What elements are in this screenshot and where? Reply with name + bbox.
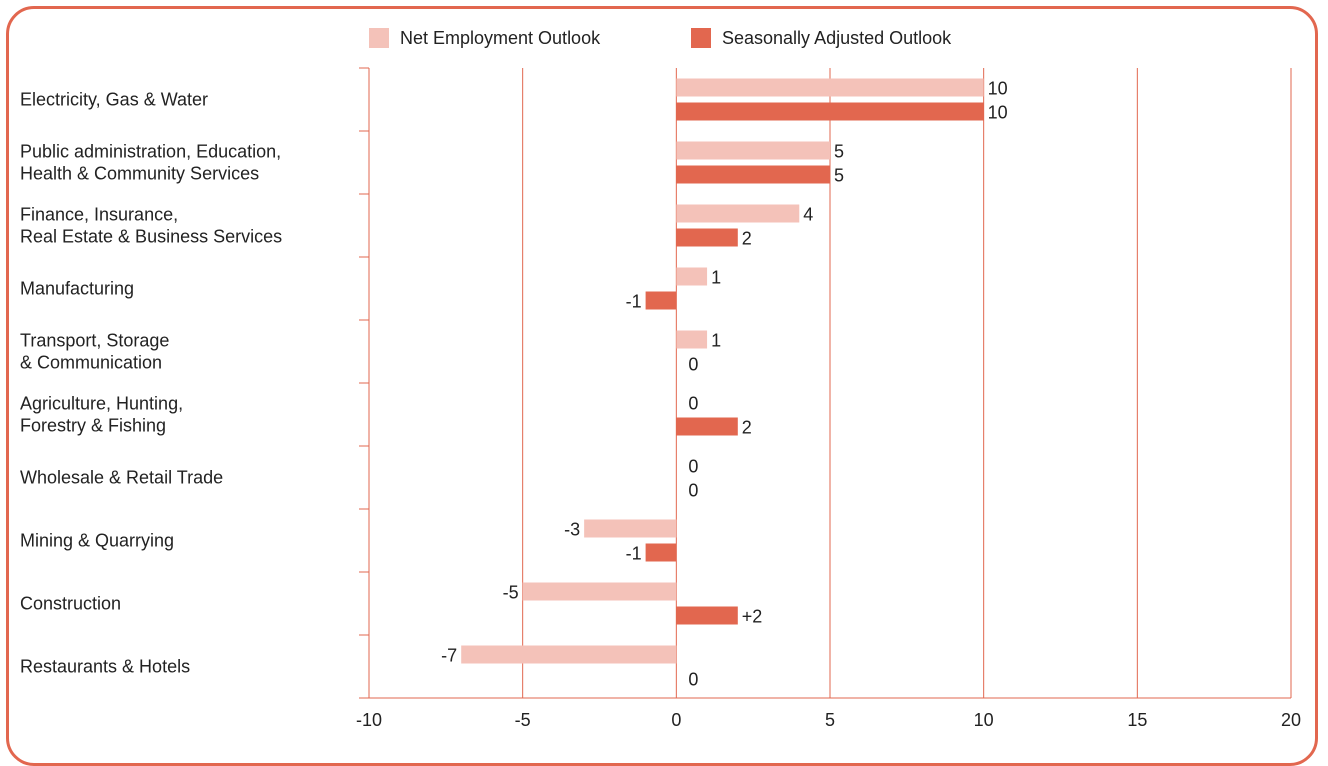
legend: Net Employment Outlook Seasonally Adjuste… <box>369 28 952 48</box>
category-label: Finance, Insurance, <box>20 205 178 225</box>
category-label: Mining & Quarrying <box>20 531 174 551</box>
bar-net-outlook <box>676 141 830 160</box>
category-label: Agriculture, Hunting, <box>20 394 183 414</box>
data-label: 2 <box>742 418 752 438</box>
legend-swatch <box>369 28 389 48</box>
bar-seasonally-adjusted <box>676 228 738 247</box>
data-label: -3 <box>564 520 580 540</box>
category-label: Restaurants & Hotels <box>20 657 190 677</box>
data-label: 0 <box>688 457 698 477</box>
bar-seasonally-adjusted <box>645 291 677 310</box>
axes: -10 -5 0 5 10 15 20 <box>356 67 1301 730</box>
x-tick-label: -10 <box>356 710 382 730</box>
bar-net-outlook <box>676 204 800 223</box>
x-tick-label: 5 <box>825 710 835 730</box>
category-label: & Communication <box>20 353 162 373</box>
bar-chart: Net Employment Outlook Seasonally Adjuste… <box>20 28 1301 730</box>
bar-net-outlook <box>461 645 677 664</box>
data-label: 10 <box>988 79 1008 99</box>
data-label: 0 <box>688 394 698 414</box>
data-label: 4 <box>803 205 813 225</box>
data-label: -5 <box>503 583 519 603</box>
x-tick-label: 10 <box>974 710 994 730</box>
category-label: Electricity, Gas & Water <box>20 90 208 110</box>
bar-net-outlook <box>522 582 677 601</box>
bar-net-outlook <box>584 519 677 538</box>
data-label: 0 <box>688 481 698 501</box>
category-label: Health & Community Services <box>20 164 259 184</box>
bar-seasonally-adjusted <box>676 165 830 184</box>
x-tick-label: 0 <box>671 710 681 730</box>
bar-seasonally-adjusted <box>676 606 738 625</box>
category-label: Forestry & Fishing <box>20 416 166 436</box>
data-label: 5 <box>834 166 844 186</box>
gridlines <box>368 68 1292 698</box>
data-label: 10 <box>988 103 1008 123</box>
category-labels: Electricity, Gas & Water Public administr… <box>20 90 282 677</box>
bar-seasonally-adjusted <box>645 543 677 562</box>
x-tick-label: 20 <box>1281 710 1301 730</box>
bar-seasonally-adjusted <box>676 102 984 121</box>
data-label: 1 <box>711 331 721 351</box>
category-label: Manufacturing <box>20 279 134 299</box>
data-label: 2 <box>742 229 752 249</box>
bar-net-outlook <box>676 78 984 97</box>
data-label: -1 <box>626 544 642 564</box>
bar-net-outlook <box>676 330 708 349</box>
data-label: 5 <box>834 142 844 162</box>
x-tick-label: -5 <box>515 710 531 730</box>
legend-label: Seasonally Adjusted Outlook <box>722 28 952 48</box>
data-label: -7 <box>441 646 457 666</box>
data-label: +2 <box>742 607 763 627</box>
category-label: Public administration, Education, <box>20 142 281 162</box>
data-label: 0 <box>688 670 698 690</box>
data-label: 1 <box>711 268 721 288</box>
category-label: Transport, Storage <box>20 331 169 351</box>
category-label: Wholesale & Retail Trade <box>20 468 223 488</box>
category-label: Construction <box>20 594 121 614</box>
legend-swatch <box>691 28 711 48</box>
legend-label: Net Employment Outlook <box>400 28 601 48</box>
category-label: Real Estate & Business Services <box>20 227 282 247</box>
bar-seasonally-adjusted <box>676 417 738 436</box>
data-label: 0 <box>688 355 698 375</box>
x-tick-label: 15 <box>1127 710 1147 730</box>
bar-net-outlook <box>676 267 708 286</box>
data-label: -1 <box>626 292 642 312</box>
